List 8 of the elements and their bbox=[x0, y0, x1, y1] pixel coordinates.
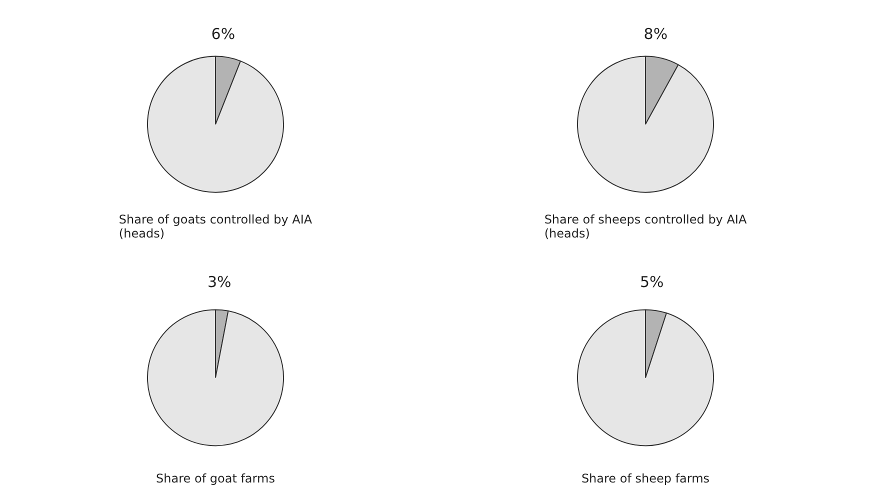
text: Share of sheeps controlled by AIA (heads) bbox=[544, 212, 748, 240]
data-label: 5% bbox=[640, 272, 664, 291]
data-label: 8% bbox=[644, 25, 668, 44]
data-label: 3% bbox=[207, 272, 232, 291]
text: Share of goat farms bbox=[156, 472, 275, 486]
text: Share of goats controlled by AIA (heads) bbox=[118, 212, 313, 240]
data-label: 6% bbox=[211, 25, 236, 44]
text: Share of sheep farms bbox=[581, 472, 710, 486]
